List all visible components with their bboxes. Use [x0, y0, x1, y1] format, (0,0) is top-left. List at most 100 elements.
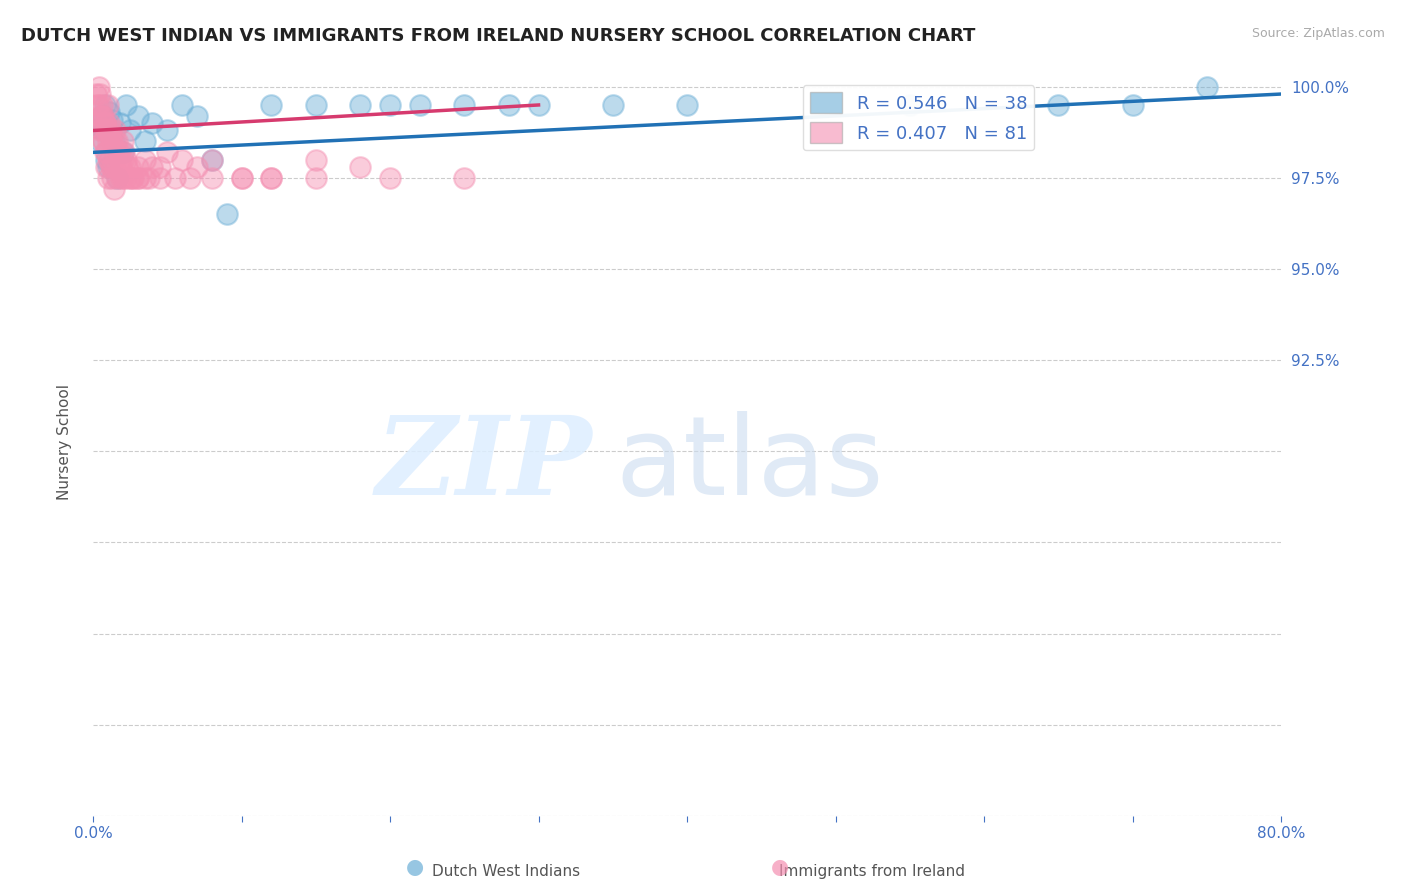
Point: [93, 109, 115, 123]
Point: [89, 135, 111, 149]
Point: [96, 153, 118, 167]
Point: [100, 135, 122, 149]
Point: [84, 87, 107, 101]
Point: [103, 182, 125, 196]
Point: [1122, 98, 1144, 112]
Point: [127, 160, 149, 174]
Point: [349, 160, 371, 174]
Point: [163, 170, 186, 185]
Point: [105, 170, 128, 185]
Point: [138, 170, 160, 185]
Point: [96, 123, 118, 137]
Point: [179, 170, 201, 185]
Point: [100, 160, 122, 174]
Point: [94, 116, 117, 130]
Point: [89, 87, 111, 101]
Point: [134, 170, 156, 185]
Point: [108, 116, 131, 130]
Point: [112, 145, 135, 160]
Point: [97, 135, 120, 149]
Point: [100, 123, 122, 137]
Text: ●: ●: [406, 857, 423, 877]
Text: Source: ZipAtlas.com: Source: ZipAtlas.com: [1251, 27, 1385, 40]
Point: [115, 160, 138, 174]
Point: [90, 98, 112, 112]
Point: [86, 116, 108, 130]
Point: [453, 98, 475, 112]
Point: [114, 98, 136, 112]
Point: [453, 170, 475, 185]
Point: [378, 170, 401, 185]
Text: Dutch West Indians: Dutch West Indians: [432, 864, 581, 879]
Point: [97, 160, 120, 174]
Point: [120, 123, 142, 137]
Point: [305, 170, 328, 185]
Point: [108, 145, 131, 160]
Point: [898, 98, 921, 112]
Point: [231, 170, 253, 185]
Point: [409, 98, 432, 112]
Point: [105, 170, 128, 185]
Y-axis label: Nursery School: Nursery School: [58, 384, 72, 500]
Point: [134, 153, 156, 167]
Point: [87, 79, 110, 94]
Point: [111, 170, 134, 185]
Point: [186, 109, 208, 123]
Point: [201, 153, 224, 167]
Point: [156, 123, 179, 137]
Point: [602, 98, 624, 112]
Point: [101, 160, 124, 174]
Point: [105, 135, 128, 149]
Text: DUTCH WEST INDIAN VS IMMIGRANTS FROM IRELAND NURSERY SCHOOL CORRELATION CHART: DUTCH WEST INDIAN VS IMMIGRANTS FROM IRE…: [21, 27, 976, 45]
Point: [201, 153, 224, 167]
Point: [149, 170, 172, 185]
Point: [305, 98, 328, 112]
Point: [149, 160, 172, 174]
Point: [94, 145, 117, 160]
Point: [97, 98, 120, 112]
Point: [89, 123, 111, 137]
Point: [120, 170, 142, 185]
Point: [104, 123, 127, 137]
Text: ZIP: ZIP: [375, 411, 592, 518]
Point: [101, 170, 124, 185]
Point: [98, 116, 121, 130]
Point: [215, 207, 238, 221]
Point: [98, 153, 121, 167]
Point: [93, 135, 115, 149]
Point: [120, 160, 142, 174]
Point: [260, 170, 283, 185]
Point: [89, 109, 111, 123]
Point: [104, 135, 127, 149]
Point: [111, 145, 134, 160]
Point: [97, 123, 120, 137]
Point: [127, 170, 149, 185]
Point: [498, 98, 520, 112]
Text: atlas: atlas: [616, 411, 884, 518]
Point: [231, 170, 253, 185]
Point: [114, 170, 136, 185]
Point: [104, 138, 127, 153]
Point: [101, 112, 124, 127]
Point: [527, 98, 550, 112]
Point: [101, 135, 124, 149]
Point: [93, 123, 115, 137]
Point: [87, 98, 110, 112]
Point: [98, 153, 121, 167]
Point: [186, 160, 208, 174]
Point: [378, 98, 401, 112]
Point: [93, 135, 115, 149]
Point: [90, 109, 112, 123]
Point: [94, 98, 117, 112]
Point: [94, 116, 117, 130]
Point: [349, 98, 371, 112]
Point: [111, 153, 134, 167]
Point: [96, 145, 118, 160]
Point: [141, 160, 163, 174]
Point: [1047, 98, 1070, 112]
Text: Immigrants from Ireland: Immigrants from Ireland: [779, 864, 965, 879]
Point: [110, 170, 132, 185]
Point: [260, 98, 283, 112]
Point: [121, 170, 143, 185]
Point: [141, 116, 163, 130]
